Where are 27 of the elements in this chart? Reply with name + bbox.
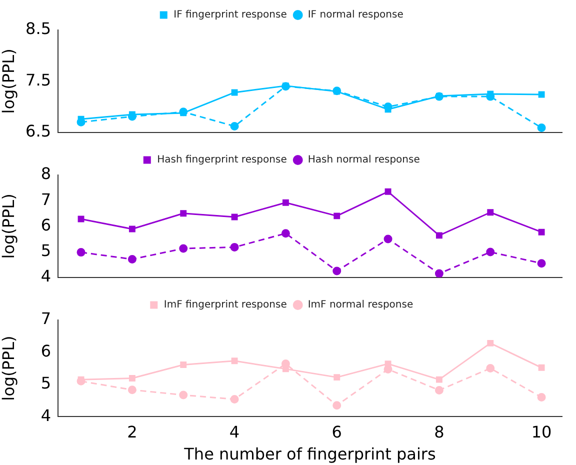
y-tick-label: 8.5 [26,19,51,38]
legend-label: Hash normal response [308,154,420,166]
y-tick-label: 6 [40,341,51,360]
x-tick-label: 8 [434,422,444,442]
y-tick-label: 7 [40,190,51,209]
legend-label: ImF fingerprint response [164,300,287,311]
y-tick-label: 6.5 [26,122,51,141]
y-tick-label: 8 [40,164,51,184]
x-tick-label: 2 [127,422,138,442]
legend-label: ImF normal response [308,300,414,311]
x-tick-label: 4 [229,422,240,442]
y-axis-title: log(PPL) [0,194,18,259]
y-axis-title: log(PPL) [0,336,18,401]
x-axis-title: The number of fingerprint pairs [183,444,436,464]
y-tick-label: 5 [40,240,51,260]
y-tick-label: 4 [40,266,51,286]
legend-label: IF normal response [308,10,404,21]
y-tick-label: 5 [40,374,51,393]
legend-label: IF fingerprint response [174,10,287,21]
x-tick-label: 10 [531,422,552,442]
y-tick-label: 6 [40,215,51,234]
x-tick-label: 6 [332,422,342,442]
y-tick-label: 7.5 [26,70,51,90]
y-tick-label: 7 [40,309,51,328]
y-tick-label: 4 [40,406,51,425]
y-axis-title: log(PPL) [0,48,18,114]
legend-label: Hash fingerprint response [157,154,287,166]
